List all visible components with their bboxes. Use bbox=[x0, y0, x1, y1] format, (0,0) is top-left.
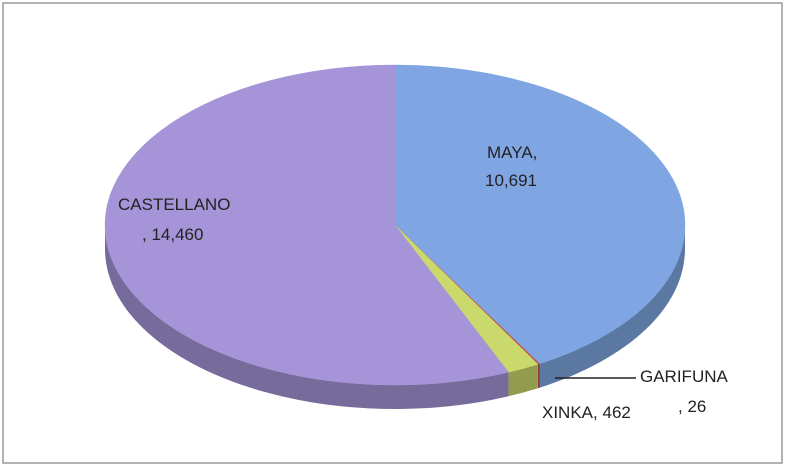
category-label: GARIFUNA bbox=[640, 367, 729, 386]
pie bbox=[104, 64, 686, 409]
category-label: XINKA bbox=[542, 403, 594, 422]
category-label: CASTELLANO bbox=[118, 195, 230, 214]
slice-side bbox=[105, 225, 509, 409]
category-label: MAYA bbox=[487, 143, 533, 162]
separator: , bbox=[593, 403, 602, 422]
data-label: CASTELLANO, 14,460 bbox=[118, 195, 230, 244]
data-label: XINKA, 462 bbox=[542, 403, 631, 422]
value-label: 14,460 bbox=[151, 225, 203, 244]
separator: , bbox=[678, 397, 687, 416]
data-label: MAYA, 10,691 bbox=[485, 143, 537, 190]
separator: , bbox=[533, 143, 538, 162]
data-label: GARIFUNA, 26 bbox=[640, 367, 729, 416]
slice-side bbox=[539, 225, 685, 388]
slice-side bbox=[508, 364, 538, 397]
slice-side bbox=[537, 363, 540, 389]
slice bbox=[394, 64, 686, 365]
value-label: 10,691 bbox=[485, 171, 537, 190]
value-label: 26 bbox=[687, 397, 706, 416]
separator: , bbox=[142, 225, 151, 244]
slice bbox=[104, 64, 509, 386]
value-label: 462 bbox=[602, 403, 630, 422]
